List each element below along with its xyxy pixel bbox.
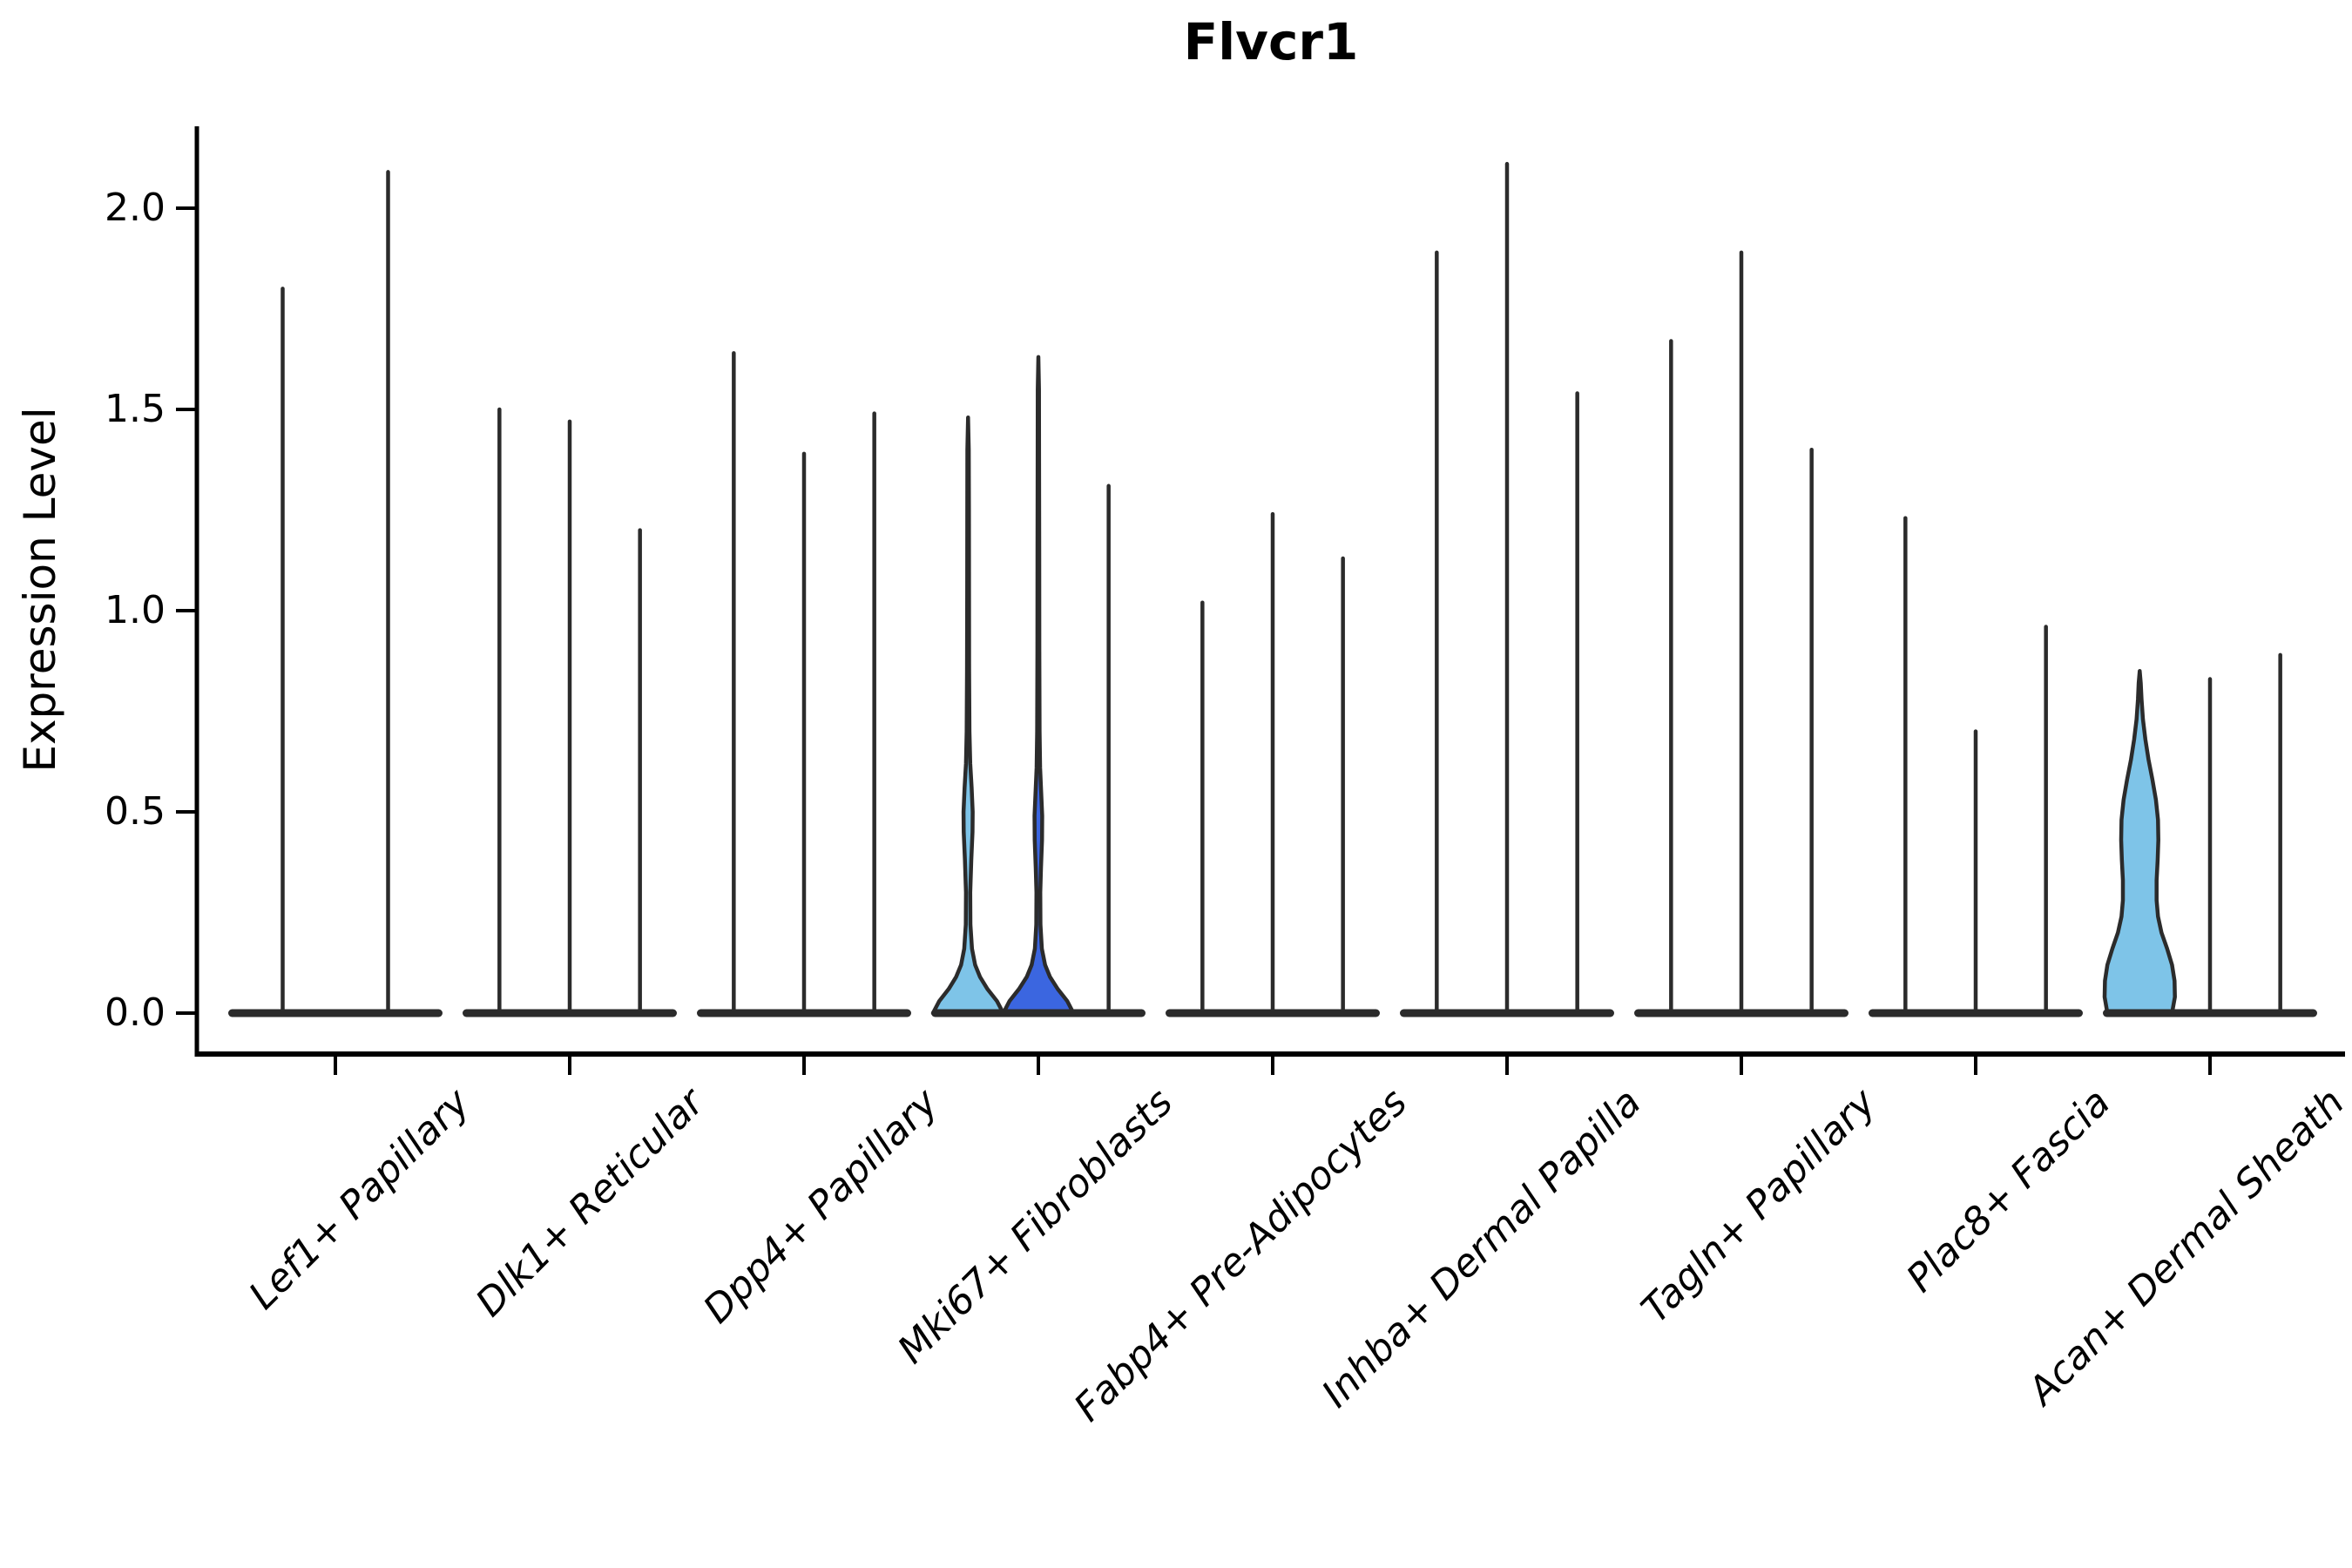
- ytick-label-3: 1.5: [105, 387, 166, 431]
- zero-baseline-bar: [228, 1009, 443, 1017]
- violin-filled: [930, 415, 1005, 1016]
- chart-title: Flvcr1: [1183, 12, 1359, 71]
- violin-filled: [1001, 355, 1076, 1016]
- zero-baseline-bar: [2103, 1009, 2317, 1017]
- zero-baseline-bar: [1634, 1009, 1848, 1017]
- zero-baseline-bar: [1869, 1009, 2083, 1017]
- violin-filled: [2102, 669, 2177, 1016]
- ytick-label-0: 0.0: [105, 990, 166, 1035]
- zero-baseline-bar: [463, 1009, 677, 1017]
- ytick-label-2: 1.0: [105, 588, 166, 632]
- zero-baseline-bar: [931, 1009, 1146, 1017]
- zero-baseline-bar: [1400, 1009, 1614, 1017]
- ytick-label-1: 0.5: [105, 789, 166, 834]
- ytick-label-4: 2.0: [105, 186, 166, 230]
- zero-baseline-bar: [1166, 1009, 1380, 1017]
- zero-baseline-bar: [697, 1009, 911, 1017]
